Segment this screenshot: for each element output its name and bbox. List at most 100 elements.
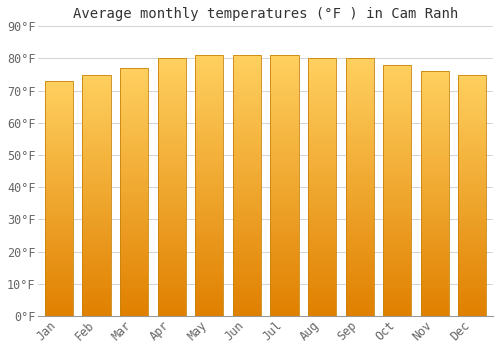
Bar bbox=[420, 86, 449, 89]
Bar bbox=[458, 314, 486, 316]
Bar bbox=[420, 79, 449, 81]
Bar bbox=[232, 66, 261, 68]
Bar bbox=[383, 291, 412, 293]
Bar bbox=[158, 303, 186, 306]
Bar bbox=[346, 123, 374, 125]
Bar bbox=[232, 256, 261, 259]
Bar bbox=[82, 77, 110, 79]
Bar bbox=[383, 216, 412, 218]
Bar bbox=[232, 222, 261, 225]
Bar bbox=[45, 182, 73, 184]
Bar bbox=[270, 154, 298, 157]
Bar bbox=[45, 248, 73, 250]
Bar bbox=[45, 123, 73, 126]
Bar bbox=[120, 93, 148, 96]
Bar bbox=[270, 212, 298, 214]
Bar bbox=[158, 244, 186, 246]
Bar bbox=[45, 300, 73, 302]
Bar bbox=[82, 166, 110, 169]
Bar bbox=[420, 225, 449, 228]
Bar bbox=[45, 149, 73, 152]
Bar bbox=[346, 115, 374, 118]
Bar bbox=[420, 282, 449, 284]
Bar bbox=[270, 55, 298, 316]
Bar bbox=[383, 246, 412, 248]
Bar bbox=[458, 161, 486, 164]
Bar bbox=[270, 246, 298, 248]
Bar bbox=[308, 120, 336, 123]
Bar bbox=[232, 68, 261, 71]
Bar bbox=[120, 140, 148, 142]
Bar bbox=[232, 55, 261, 58]
Bar bbox=[458, 198, 486, 200]
Bar bbox=[383, 80, 412, 83]
Bar bbox=[308, 285, 336, 288]
Bar bbox=[346, 218, 374, 221]
Bar bbox=[458, 147, 486, 149]
Bar bbox=[420, 181, 449, 184]
Bar bbox=[458, 183, 486, 186]
Bar bbox=[383, 303, 412, 306]
Bar bbox=[420, 113, 449, 116]
Bar bbox=[308, 141, 336, 144]
Bar bbox=[195, 92, 224, 94]
Bar bbox=[82, 265, 110, 268]
Bar bbox=[158, 221, 186, 223]
Bar bbox=[383, 258, 412, 261]
Bar bbox=[195, 165, 224, 167]
Bar bbox=[458, 217, 486, 219]
Bar bbox=[270, 110, 298, 113]
Bar bbox=[308, 293, 336, 295]
Bar bbox=[383, 110, 412, 113]
Bar bbox=[158, 138, 186, 141]
Bar bbox=[420, 223, 449, 225]
Bar bbox=[120, 266, 148, 269]
Bar bbox=[82, 198, 110, 200]
Bar bbox=[120, 90, 148, 93]
Bar bbox=[45, 205, 73, 208]
Bar bbox=[383, 293, 412, 296]
Bar bbox=[232, 175, 261, 178]
Bar bbox=[383, 203, 412, 205]
Bar bbox=[270, 253, 298, 256]
Bar bbox=[232, 279, 261, 282]
Bar bbox=[82, 231, 110, 234]
Bar bbox=[270, 219, 298, 222]
Bar bbox=[120, 207, 148, 209]
Bar bbox=[195, 183, 224, 186]
Bar bbox=[232, 63, 261, 66]
Bar bbox=[308, 115, 336, 118]
Bar bbox=[420, 81, 449, 84]
Bar bbox=[120, 80, 148, 83]
Bar bbox=[232, 230, 261, 232]
Bar bbox=[308, 200, 336, 203]
Bar bbox=[120, 76, 148, 78]
Bar bbox=[120, 105, 148, 108]
Bar bbox=[346, 82, 374, 84]
Bar bbox=[195, 313, 224, 316]
Bar bbox=[82, 75, 110, 316]
Title: Average monthly temperatures (°F ) in Cam Ranh: Average monthly temperatures (°F ) in Ca… bbox=[73, 7, 458, 21]
Bar bbox=[308, 79, 336, 82]
Bar bbox=[195, 55, 224, 58]
Bar bbox=[270, 63, 298, 66]
Bar bbox=[232, 136, 261, 139]
Bar bbox=[45, 201, 73, 203]
Bar bbox=[346, 285, 374, 288]
Bar bbox=[270, 167, 298, 170]
Bar bbox=[120, 222, 148, 224]
Bar bbox=[270, 89, 298, 92]
Bar bbox=[195, 253, 224, 256]
Bar bbox=[346, 241, 374, 244]
Bar bbox=[158, 102, 186, 105]
Bar bbox=[420, 149, 449, 152]
Bar bbox=[232, 149, 261, 152]
Bar bbox=[270, 162, 298, 165]
Bar bbox=[458, 309, 486, 311]
Bar bbox=[195, 248, 224, 251]
Bar bbox=[308, 252, 336, 254]
Bar bbox=[270, 136, 298, 139]
Bar bbox=[270, 204, 298, 206]
Bar bbox=[120, 227, 148, 229]
Bar bbox=[383, 175, 412, 178]
